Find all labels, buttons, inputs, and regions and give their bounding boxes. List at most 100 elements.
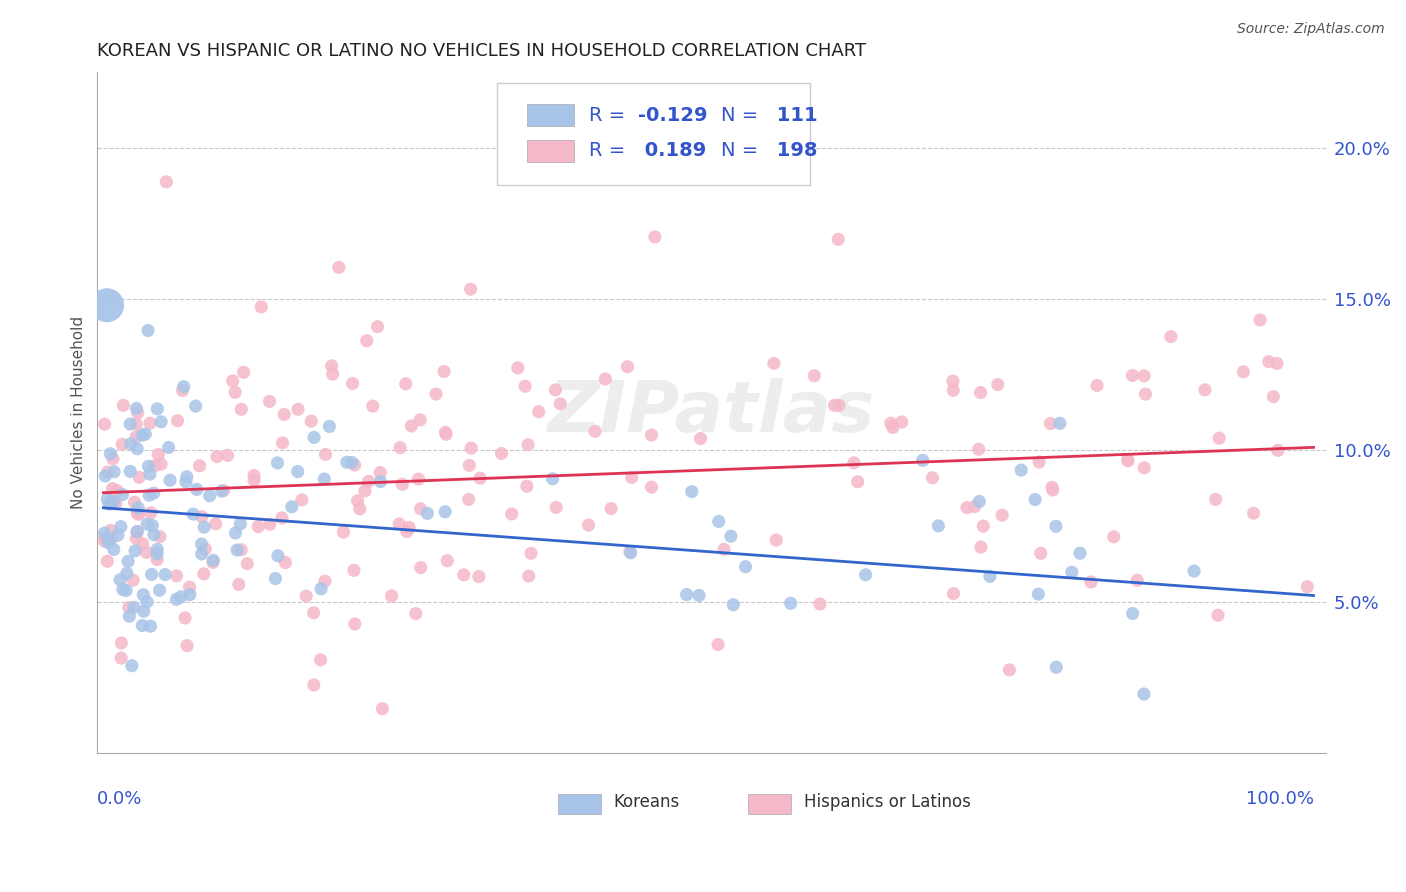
Point <box>101 482 124 496</box>
Point <box>765 533 787 547</box>
Point <box>141 518 163 533</box>
Point <box>93 531 115 545</box>
Point <box>224 385 246 400</box>
Point <box>93 417 115 432</box>
Point <box>172 384 194 398</box>
Point <box>332 525 354 540</box>
Point <box>101 491 124 506</box>
Point <box>309 653 332 667</box>
Point <box>987 377 1010 392</box>
Point <box>681 484 703 499</box>
Point <box>349 501 371 516</box>
Point <box>136 595 159 609</box>
Point <box>146 401 169 416</box>
Point <box>179 588 201 602</box>
Text: N =: N = <box>721 106 765 125</box>
Point <box>1249 313 1271 327</box>
Point <box>266 456 288 470</box>
Point <box>127 507 149 521</box>
Point <box>142 486 165 500</box>
Point <box>231 402 253 417</box>
Point <box>998 663 1021 677</box>
Point <box>921 471 943 485</box>
Point <box>322 367 344 381</box>
Point <box>979 569 1001 583</box>
Text: N =: N = <box>721 141 765 161</box>
FancyBboxPatch shape <box>748 794 792 814</box>
Point <box>1296 580 1319 594</box>
Point <box>675 588 697 602</box>
Point <box>190 537 212 551</box>
Point <box>103 542 125 557</box>
Point <box>723 598 745 612</box>
Point <box>1085 378 1108 392</box>
Text: R =: R = <box>589 106 631 125</box>
Point <box>969 494 991 508</box>
Point <box>434 427 457 442</box>
Point <box>302 430 325 444</box>
Point <box>247 519 270 533</box>
Point <box>93 526 115 541</box>
Point <box>434 505 457 519</box>
Point <box>336 455 359 469</box>
Point <box>103 495 125 509</box>
Text: 0.189: 0.189 <box>638 141 706 161</box>
Point <box>517 438 540 452</box>
Point <box>1045 660 1067 674</box>
Point <box>132 604 155 618</box>
Point <box>342 376 364 391</box>
Point <box>134 427 156 442</box>
Point <box>243 468 266 483</box>
Point <box>155 175 177 189</box>
Point <box>967 442 990 457</box>
Point <box>212 483 235 498</box>
Text: 111: 111 <box>770 106 818 125</box>
Point <box>1133 460 1156 475</box>
Point <box>616 359 638 374</box>
Point <box>100 524 122 538</box>
Point <box>942 374 965 388</box>
Point <box>1080 574 1102 589</box>
Point <box>1182 564 1205 578</box>
Point <box>146 542 169 557</box>
Point <box>470 471 492 485</box>
Point <box>1206 608 1229 623</box>
Point <box>713 542 735 557</box>
Point <box>291 492 314 507</box>
Point <box>259 517 281 532</box>
Point <box>243 474 266 488</box>
Point <box>222 374 245 388</box>
Point <box>122 600 145 615</box>
Point <box>991 508 1014 523</box>
Point <box>1040 480 1063 494</box>
Point <box>583 425 606 439</box>
Point <box>340 456 363 470</box>
Point <box>927 519 949 533</box>
Point <box>231 542 253 557</box>
Point <box>94 469 117 483</box>
Point <box>188 458 211 473</box>
Point <box>416 507 439 521</box>
Point <box>808 597 831 611</box>
Point <box>1135 387 1157 401</box>
Point <box>880 416 903 430</box>
Point <box>190 547 212 561</box>
Point <box>111 488 134 502</box>
Point <box>120 465 142 479</box>
Point <box>193 566 215 581</box>
Point <box>460 441 482 455</box>
Point <box>302 606 325 620</box>
Point <box>97 465 120 479</box>
Point <box>842 456 865 470</box>
Point <box>640 480 662 494</box>
Point <box>381 589 404 603</box>
Point <box>138 459 160 474</box>
Point <box>882 420 904 434</box>
Point <box>425 387 447 401</box>
Point <box>170 590 193 604</box>
Point <box>357 475 380 489</box>
Point <box>105 483 128 498</box>
Text: KOREAN VS HISPANIC OR LATINO NO VEHICLES IN HOUSEHOLD CORRELATION CHART: KOREAN VS HISPANIC OR LATINO NO VEHICLES… <box>97 42 866 60</box>
Point <box>548 397 571 411</box>
Point <box>191 509 214 524</box>
